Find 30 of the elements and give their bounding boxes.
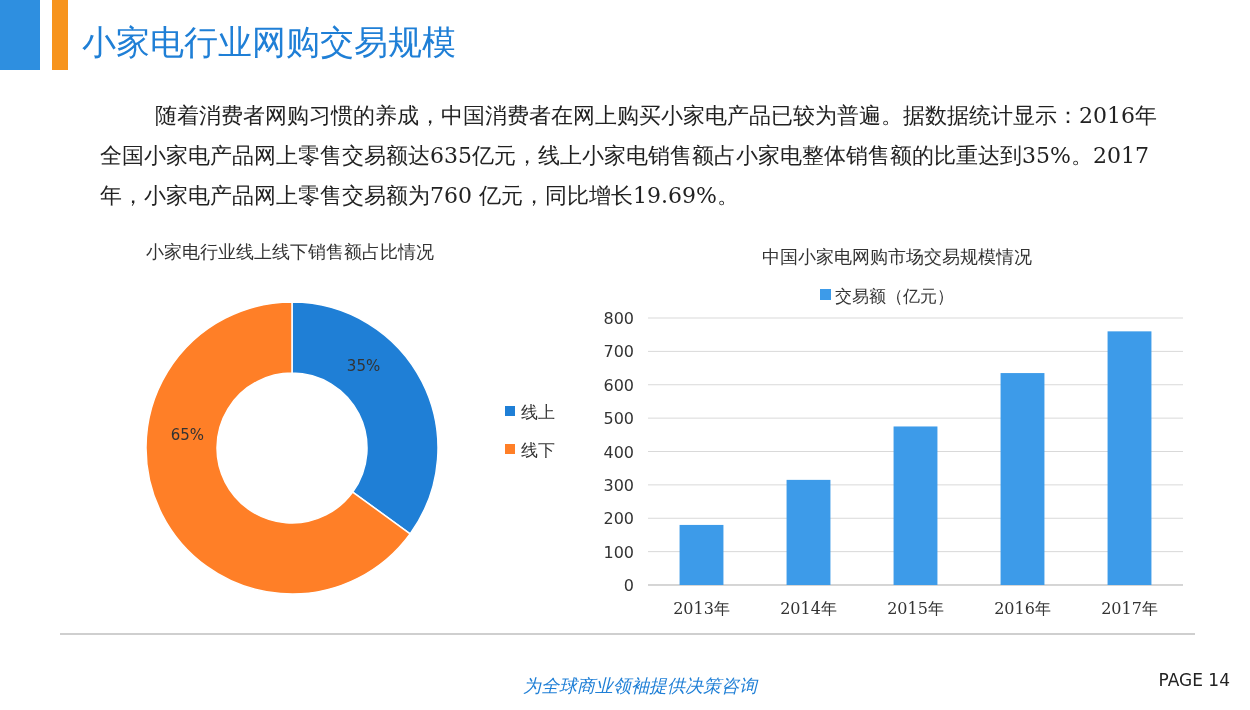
text: 小家电行业网购交易规模 <box>82 22 456 62</box>
bar <box>786 479 831 585</box>
y-tick-label: 0 <box>623 576 634 595</box>
y-tick-label: 700 <box>603 342 634 362</box>
chart-title: 小家电行业线上线下销售额占比情况 <box>146 241 434 262</box>
bar <box>1000 373 1045 585</box>
x-tick-label: 2013年 <box>673 599 730 618</box>
legend-label: 线下 <box>521 440 555 460</box>
chart-title: 中国小家电网购市场交易规模情况 <box>762 246 1032 267</box>
legend-label: 线上 <box>521 402 555 422</box>
x-tick-label: 2014年 <box>780 599 837 618</box>
data-label: 35% <box>346 357 381 376</box>
bar <box>679 524 724 585</box>
bar <box>893 426 938 585</box>
y-tick-label: 100 <box>603 542 634 562</box>
y-tick-label: 400 <box>603 442 634 462</box>
y-tick-label: 300 <box>603 475 634 495</box>
x-tick-label: 2017年 <box>1101 599 1158 618</box>
x-tick-label: 2016年 <box>994 599 1051 618</box>
text: PAGE 14 <box>1158 670 1230 690</box>
text: 为全球商业领袖提供决策咨询 <box>523 675 759 696</box>
x-tick-label: 2015年 <box>887 599 944 618</box>
legend-label: 交易额（亿元） <box>835 286 954 306</box>
y-tick-label: 500 <box>603 409 634 429</box>
data-label: 65% <box>170 425 205 444</box>
y-tick-label: 600 <box>603 375 634 395</box>
y-tick-label: 800 <box>603 309 634 328</box>
y-tick-label: 200 <box>603 509 634 529</box>
text: 随着消费者网购习惯的养成，中国消费者在网上购买小家电产品已较为普遍。据数据统计显示：2016年全国小家电产品网上零售交易额达635亿元，线上小家电销售额占小家电整体销售额的比重达到35%。2017 年，小家电产品网上零售交易额为760 亿元，同比增长19.69%。 <box>100 102 1158 210</box>
bar <box>1107 331 1152 585</box>
